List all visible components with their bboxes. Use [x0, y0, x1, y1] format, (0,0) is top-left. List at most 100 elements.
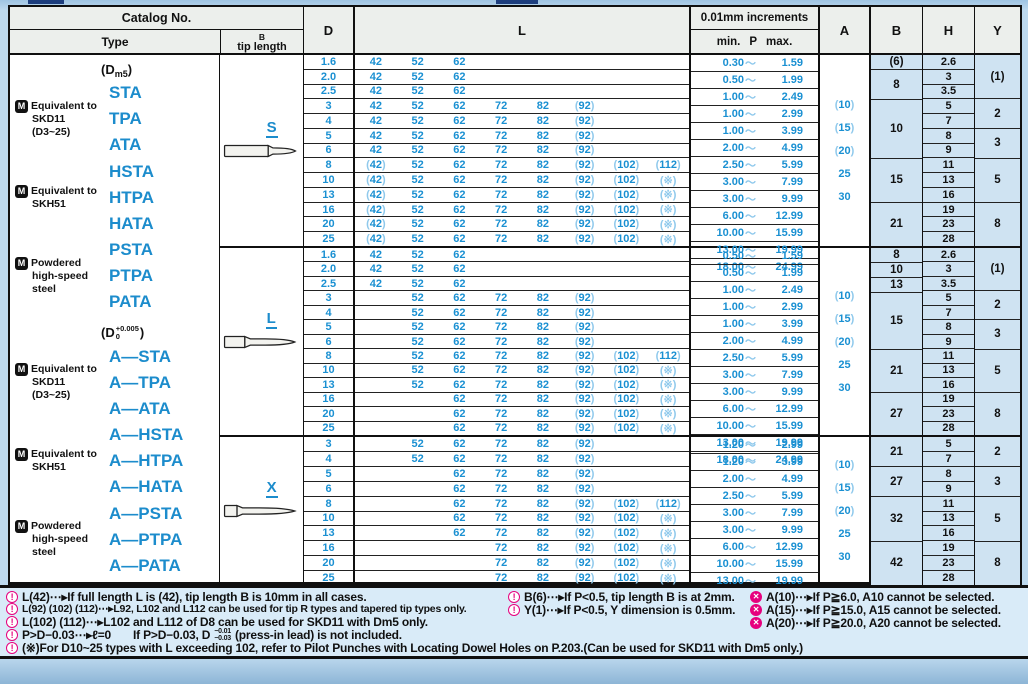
l-value: (※)	[659, 408, 677, 421]
l-value: (112)	[655, 497, 681, 510]
l-value: 72	[495, 437, 508, 450]
l-value: 82	[536, 527, 549, 540]
p-range-cell: 1.00 ～ 2.99	[691, 106, 818, 123]
value: 30	[838, 190, 851, 203]
l-value: 62	[453, 174, 466, 186]
l-value: 82	[536, 422, 549, 435]
l-value: (92)	[574, 114, 595, 127]
spec-blocks: S 1.6 2.0 2.5 3 4 5 6 8 10 13 16 20 25 42 52 62 42 52 62 42 5…	[220, 55, 1020, 605]
l-values-row: 62 72 82 (92)	[355, 482, 689, 497]
l-value: (※)	[659, 204, 677, 217]
cannot-select-icon: ✕	[750, 603, 762, 616]
footnote-text: A(20)⋯▸If P≧20.0, A20 cannot be selected…	[766, 615, 1001, 630]
type-section: (D m5) M Equivalent to SKD11 (D3~25) STA TPA ATA…	[10, 55, 219, 319]
l-value: (※)	[659, 379, 677, 392]
footnote-text: (※)For D10~25 types with L exceeding 102…	[22, 641, 803, 656]
d-value: 2.0	[320, 70, 337, 83]
l-value: (102)	[613, 527, 640, 540]
l-value: 52	[411, 306, 424, 319]
l-value: 52	[411, 218, 424, 231]
p-range-cell: 10.00 ～ 15.99	[691, 556, 818, 573]
l-value: 52	[411, 277, 424, 290]
type-name: A—PSTA	[109, 503, 183, 523]
h-value-cell: 5	[923, 99, 974, 115]
footnote-text: L(92) (102) (112)⋯▸L92, L102 and L112 ca…	[22, 603, 467, 616]
d-value-cell: 5	[304, 467, 353, 482]
l-value: 52	[411, 100, 424, 113]
l-value: 82	[536, 203, 549, 216]
l-value: (92)	[574, 512, 595, 525]
type-name: HSTA	[109, 161, 155, 181]
p-range-cell: 3.00 ～ 7.99	[691, 174, 818, 191]
header-tip-b: B	[258, 31, 266, 42]
d-value-cell: 20	[304, 556, 353, 572]
l-value: 82	[536, 557, 549, 570]
dimension-header: (D m5)	[101, 61, 133, 80]
l-value: (92)	[574, 422, 595, 435]
d-value-cell: 25	[304, 571, 353, 585]
l-value: 62	[453, 188, 466, 201]
p-range-cell: 13.00 ～ 19.99	[691, 435, 818, 452]
l-value: 62	[453, 144, 466, 157]
l-value: 82	[536, 144, 549, 157]
note-icon: !	[6, 616, 18, 629]
y-value-cell: (1)	[975, 55, 1020, 100]
footnote-item: ! L(92) (102) (112)⋯▸L92, L102 and L112 c…	[6, 603, 508, 616]
l-value: 82	[536, 497, 549, 510]
a-value: (20)	[835, 505, 855, 517]
y-value-cell: 2	[975, 437, 1020, 467]
p-range-cell: 10.00 ～ 15.99	[691, 225, 818, 242]
l-value: 72	[495, 174, 508, 186]
d-value-cell: 4	[304, 114, 353, 129]
l-value: (102)	[613, 393, 640, 406]
l-value: 52	[411, 174, 424, 186]
y-value-cell: 8	[994, 407, 1001, 420]
h-value-cell: 3	[923, 262, 974, 277]
l-value: (102)	[613, 572, 640, 585]
d-value-cell: 8	[304, 158, 353, 174]
material-group: M Equivalent to SKH51 HSTA HTPA HATA	[15, 159, 219, 238]
d-value: 25	[322, 572, 335, 585]
type-name: PATA	[109, 292, 152, 312]
material-group: M Equivalent to SKH51 A—HSTA A—HTPA A—HATA	[15, 422, 219, 501]
d-value-cell: 25	[304, 422, 353, 435]
l-values-row: 42 52 62 72 82 (92)	[355, 144, 689, 159]
l-value: 52	[411, 378, 424, 391]
m-icon: M	[15, 256, 28, 270]
l-values-row: 52 62 72 82 (92) (102) (※)	[355, 364, 689, 379]
l-value: 42	[369, 55, 382, 68]
header-h: H	[922, 7, 974, 53]
p-range-cell: 0.50 ～ 1.99	[691, 72, 818, 89]
a-value: (10)	[835, 99, 855, 111]
l-value: 82	[536, 350, 549, 363]
l-value: 72	[495, 482, 508, 495]
l-value: 62	[453, 100, 466, 113]
h-value-cell: 8	[923, 129, 974, 144]
l-values-row: 42 52 62	[355, 55, 689, 70]
l-value: (92)	[574, 452, 595, 465]
l-value: 82	[536, 512, 549, 525]
l-values-row: 72 82 (92) (102) (※)	[355, 571, 689, 585]
h-value-cell: 7	[923, 452, 974, 467]
a-value: 25	[838, 168, 850, 180]
l-value: 82	[536, 572, 549, 585]
m-icon: M	[15, 448, 28, 462]
l-value: 42	[369, 248, 382, 261]
l-value: 72	[495, 572, 508, 585]
b-value-cell: 21	[871, 350, 922, 393]
p-range-cell: 1.00 ～ 3.99	[691, 123, 818, 140]
l-value: 62	[453, 129, 466, 142]
l-value: 82	[536, 482, 549, 495]
h-value-cell: 3	[923, 70, 974, 85]
y-value-cell: 3	[975, 320, 1020, 350]
l-value: (92)	[574, 527, 595, 540]
l-value: 52	[411, 292, 424, 305]
d-value-cell: 2.0	[304, 262, 353, 277]
table-block: S 1.6 2.0 2.5 3 4 5 6 8 10 13 16 20 25 42 52 62 42 52 62 42 5…	[220, 55, 1020, 274]
l-values-row: (42) 52 62 72 82 (92) (102) (※)	[355, 173, 689, 188]
h-value-cell: 28	[942, 422, 955, 435]
d-value-cell: 1.6	[304, 248, 353, 263]
l-value: 52	[411, 437, 424, 450]
d-value-cell: 20	[304, 217, 353, 233]
d-value: 4	[325, 114, 332, 127]
